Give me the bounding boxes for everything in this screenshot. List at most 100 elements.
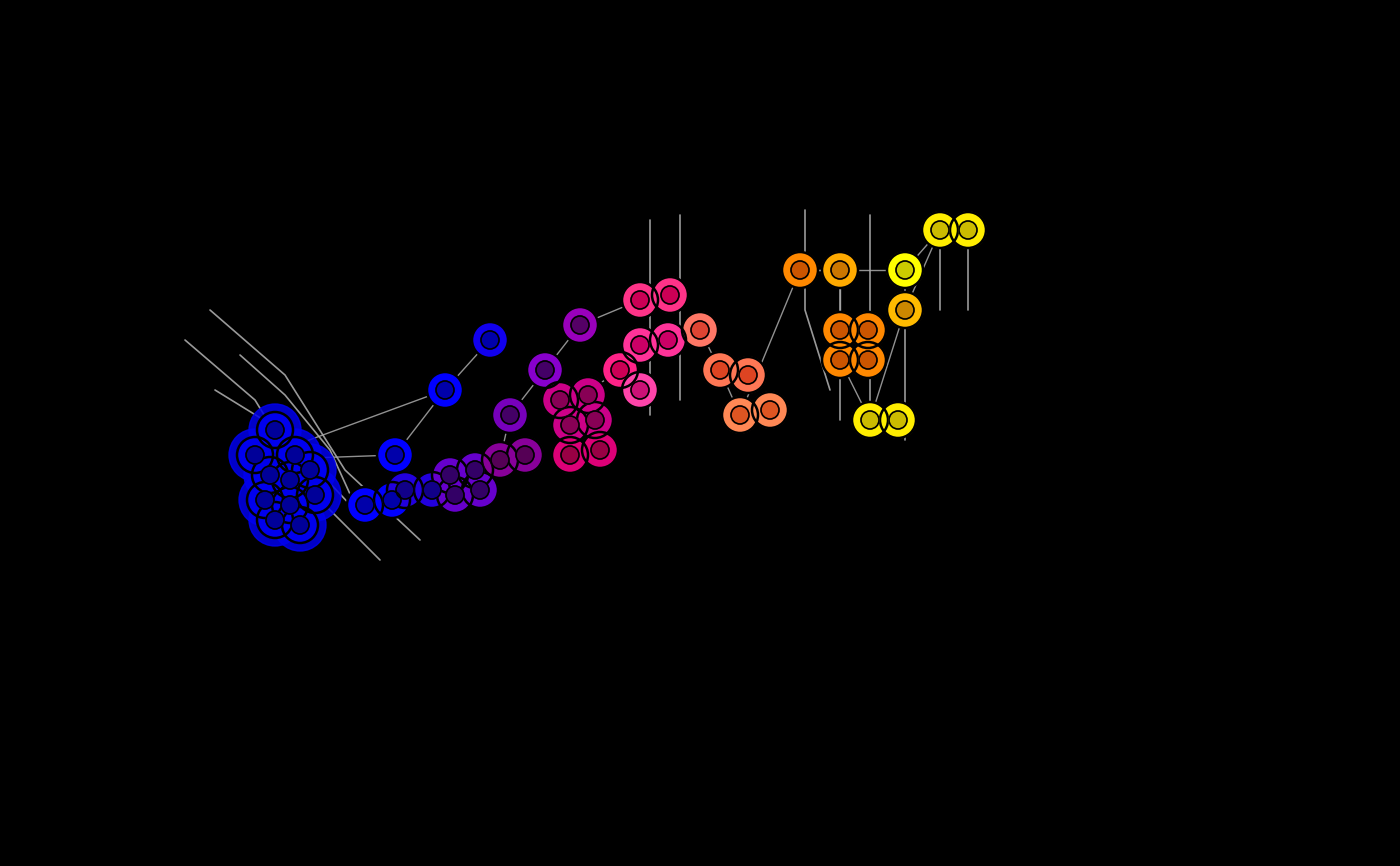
Circle shape <box>266 511 284 529</box>
Circle shape <box>249 494 301 546</box>
Circle shape <box>384 491 400 509</box>
Circle shape <box>853 402 888 438</box>
Circle shape <box>580 386 596 404</box>
Circle shape <box>517 446 533 464</box>
Circle shape <box>482 442 518 478</box>
Circle shape <box>230 429 281 481</box>
Circle shape <box>888 292 923 328</box>
Circle shape <box>896 301 914 319</box>
Circle shape <box>622 372 658 408</box>
Circle shape <box>470 481 489 499</box>
Circle shape <box>731 406 749 424</box>
Circle shape <box>631 291 650 309</box>
Circle shape <box>822 252 858 288</box>
Circle shape <box>888 252 923 288</box>
Circle shape <box>286 446 304 464</box>
Circle shape <box>435 381 454 399</box>
Circle shape <box>269 429 321 481</box>
Circle shape <box>631 381 650 399</box>
Circle shape <box>281 507 318 543</box>
Circle shape <box>258 502 293 538</box>
Circle shape <box>501 406 519 424</box>
Circle shape <box>386 446 405 464</box>
Circle shape <box>850 342 886 378</box>
Circle shape <box>386 472 423 508</box>
Circle shape <box>274 499 326 551</box>
Circle shape <box>577 402 613 438</box>
Circle shape <box>246 482 283 518</box>
Circle shape <box>739 366 757 384</box>
Circle shape <box>414 472 449 508</box>
Circle shape <box>561 307 598 343</box>
Circle shape <box>931 221 949 239</box>
Circle shape <box>861 411 879 429</box>
Circle shape <box>272 487 308 523</box>
Circle shape <box>536 361 554 379</box>
Circle shape <box>377 437 413 473</box>
Circle shape <box>542 382 578 418</box>
Circle shape <box>860 351 876 369</box>
Circle shape <box>850 312 886 348</box>
Circle shape <box>896 261 914 279</box>
Circle shape <box>427 372 463 408</box>
Circle shape <box>631 336 650 354</box>
Circle shape <box>466 461 484 479</box>
Circle shape <box>284 444 336 496</box>
Circle shape <box>293 452 328 488</box>
Circle shape <box>552 407 588 443</box>
Circle shape <box>272 462 308 498</box>
Circle shape <box>791 261 809 279</box>
Circle shape <box>491 397 528 433</box>
Circle shape <box>783 252 818 288</box>
Circle shape <box>265 454 316 506</box>
Circle shape <box>822 342 858 378</box>
Circle shape <box>602 352 638 388</box>
Circle shape <box>433 457 468 493</box>
Circle shape <box>260 466 279 484</box>
Circle shape <box>301 461 319 479</box>
Circle shape <box>692 321 708 339</box>
Circle shape <box>659 331 678 349</box>
Circle shape <box>258 412 293 448</box>
Circle shape <box>288 469 342 521</box>
Circle shape <box>356 496 374 514</box>
Circle shape <box>482 331 498 349</box>
Circle shape <box>762 401 778 419</box>
Circle shape <box>682 312 718 348</box>
Circle shape <box>447 486 463 504</box>
Circle shape <box>507 437 543 473</box>
Circle shape <box>246 446 265 464</box>
Circle shape <box>729 357 766 393</box>
Circle shape <box>237 437 273 473</box>
Circle shape <box>832 321 848 339</box>
Circle shape <box>462 472 498 508</box>
Circle shape <box>472 322 508 358</box>
Circle shape <box>526 352 563 388</box>
Circle shape <box>832 261 848 279</box>
Circle shape <box>265 479 316 531</box>
Circle shape <box>281 471 300 489</box>
Circle shape <box>622 282 658 318</box>
Circle shape <box>441 466 459 484</box>
Circle shape <box>239 474 291 526</box>
Circle shape <box>711 361 729 379</box>
Circle shape <box>860 321 876 339</box>
Circle shape <box>822 312 858 348</box>
Circle shape <box>889 411 907 429</box>
Circle shape <box>951 212 986 248</box>
Circle shape <box>423 481 441 499</box>
Circle shape <box>722 397 757 433</box>
Circle shape <box>244 449 295 501</box>
Circle shape <box>266 421 284 439</box>
Circle shape <box>252 457 288 493</box>
Circle shape <box>701 352 738 388</box>
Circle shape <box>491 451 510 469</box>
Circle shape <box>622 327 658 363</box>
Circle shape <box>561 416 580 434</box>
Circle shape <box>307 486 323 504</box>
Circle shape <box>650 322 686 358</box>
Circle shape <box>881 402 916 438</box>
Circle shape <box>661 286 679 304</box>
Circle shape <box>277 437 314 473</box>
Circle shape <box>256 491 274 509</box>
